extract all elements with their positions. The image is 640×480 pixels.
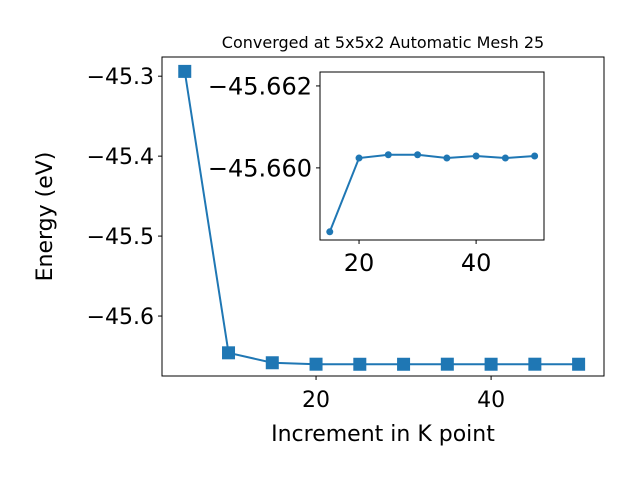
y-tick-label: −45.662 <box>208 73 312 101</box>
marker <box>326 228 334 236</box>
x-tick-label: 40 <box>461 249 492 277</box>
marker <box>353 357 367 371</box>
x-tick-label: 40 <box>477 388 505 413</box>
marker <box>472 152 480 160</box>
series-line <box>328 153 535 233</box>
marker <box>484 357 498 371</box>
marker <box>265 356 279 370</box>
y-tick-label: −45.4 <box>87 145 154 170</box>
marker <box>355 154 363 162</box>
y-tick-label: −45.6 <box>87 305 154 330</box>
y-tick-label: −45.3 <box>87 65 154 90</box>
y-axis-label: Energy (eV) <box>33 152 58 282</box>
marker <box>528 357 542 371</box>
x-tick-label: 20 <box>344 249 375 277</box>
marker <box>531 152 539 160</box>
y-tick-label: −45.660 <box>208 155 312 183</box>
marker <box>384 151 392 159</box>
y-tick-label: −45.5 <box>87 225 154 250</box>
series-line <box>183 71 579 366</box>
marker <box>397 357 411 371</box>
marker <box>443 154 451 162</box>
marker <box>222 346 236 360</box>
marker <box>572 357 586 371</box>
x-tick-label: 20 <box>302 388 330 413</box>
marker <box>178 64 192 78</box>
marker <box>440 357 454 371</box>
marker <box>501 154 509 162</box>
marker <box>309 357 323 371</box>
chart-title: Converged at 5x5x2 Automatic Mesh 25 <box>222 33 544 52</box>
x-axis-label: Increment in K point <box>271 422 495 447</box>
marker <box>414 151 422 159</box>
